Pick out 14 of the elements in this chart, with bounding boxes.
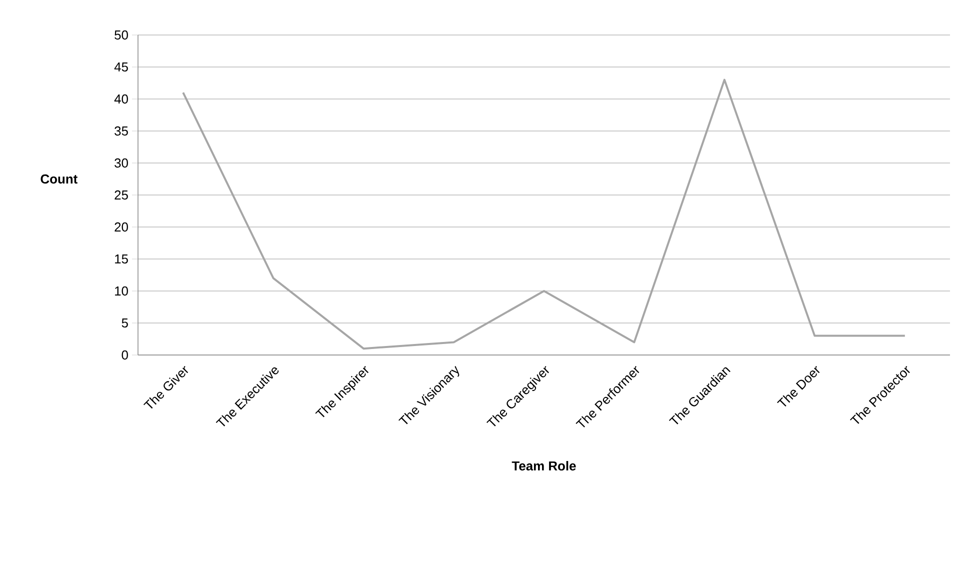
y-tick-label: 25 bbox=[114, 190, 128, 200]
y-tick-label: 40 bbox=[114, 94, 128, 104]
y-tick-label: 45 bbox=[114, 62, 128, 72]
y-tick-label: 10 bbox=[115, 286, 128, 296]
line-series bbox=[182, 78, 906, 350]
y-tick-label: 5 bbox=[122, 318, 128, 328]
y-tick-label: 30 bbox=[114, 158, 128, 168]
y-axis-title: Count bbox=[40, 174, 78, 184]
y-tick-label: 50 bbox=[114, 30, 128, 40]
y-tick-label: 20 bbox=[114, 222, 128, 232]
y-tick-label: 35 bbox=[114, 126, 128, 136]
x-axis-title: Team Role bbox=[512, 461, 576, 471]
y-tick-label: 0 bbox=[122, 350, 128, 360]
y-tick-label: 15 bbox=[115, 254, 128, 264]
